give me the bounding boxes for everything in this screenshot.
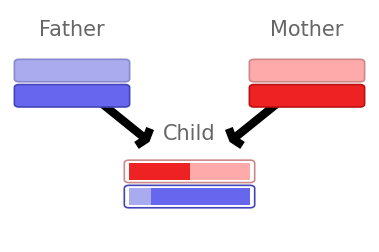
Bar xyxy=(151,188,250,205)
Text: Child: Child xyxy=(163,123,216,144)
FancyBboxPatch shape xyxy=(124,185,255,208)
FancyBboxPatch shape xyxy=(249,59,365,82)
Bar xyxy=(129,163,190,180)
Text: Father: Father xyxy=(39,20,105,40)
Text: Mother: Mother xyxy=(270,20,344,40)
Bar xyxy=(129,188,151,205)
FancyBboxPatch shape xyxy=(14,59,130,82)
FancyBboxPatch shape xyxy=(249,85,365,107)
FancyBboxPatch shape xyxy=(124,160,255,183)
Bar xyxy=(190,163,250,180)
FancyBboxPatch shape xyxy=(14,85,130,107)
